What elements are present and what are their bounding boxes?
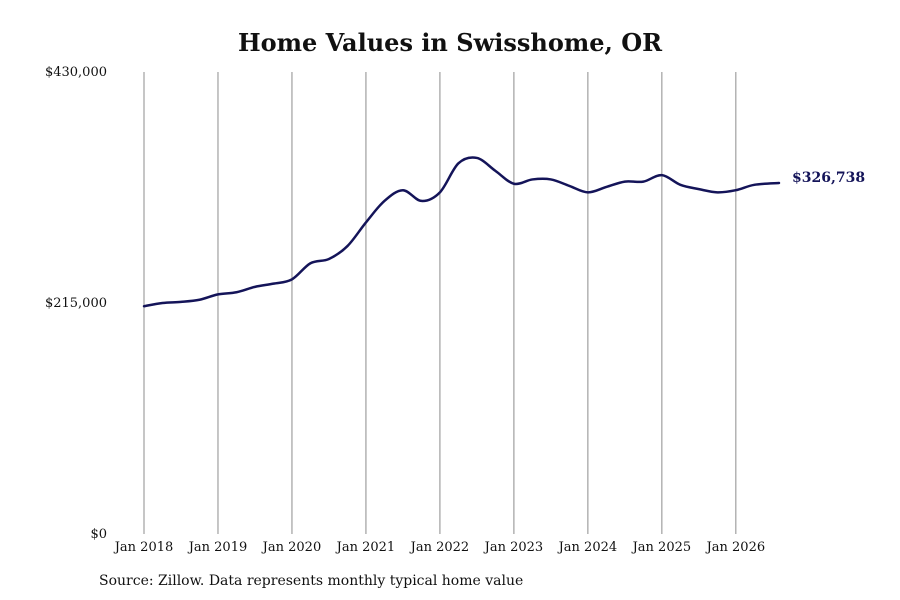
y-tick-label: $430,000 — [45, 65, 107, 80]
source-note: Source: Zillow. Data represents monthly … — [99, 573, 524, 589]
x-tick-label: Jan 2021 — [335, 540, 396, 555]
home-value-line — [142, 156, 781, 308]
y-tick-label: $215,000 — [45, 296, 107, 311]
x-tick-label: Jan 2018 — [113, 540, 174, 555]
x-tick-label: Jan 2019 — [187, 540, 248, 555]
x-tick-label: Jan 2023 — [483, 540, 544, 555]
chart-title: Home Values in Swisshome, OR — [237, 28, 663, 57]
end-value-label: $326,738 — [792, 170, 865, 186]
x-tick-label: Jan 2024 — [557, 540, 618, 555]
y-axis-ticks: $0 $215,000 $430,000 — [45, 65, 107, 542]
y-tick-label: $0 — [90, 527, 107, 542]
x-tick-label: Jan 2022 — [409, 540, 470, 555]
grid-lines — [143, 72, 737, 534]
series-layer: $326,738 — [142, 156, 865, 308]
x-axis-ticks: Jan 2018 Jan 2019 Jan 2020 Jan 2021 Jan 2022… — [113, 540, 765, 555]
x-tick-label: Jan 2020 — [261, 540, 322, 555]
x-tick-label: Jan 2025 — [631, 540, 692, 555]
x-tick-label: Jan 2026 — [705, 540, 766, 555]
